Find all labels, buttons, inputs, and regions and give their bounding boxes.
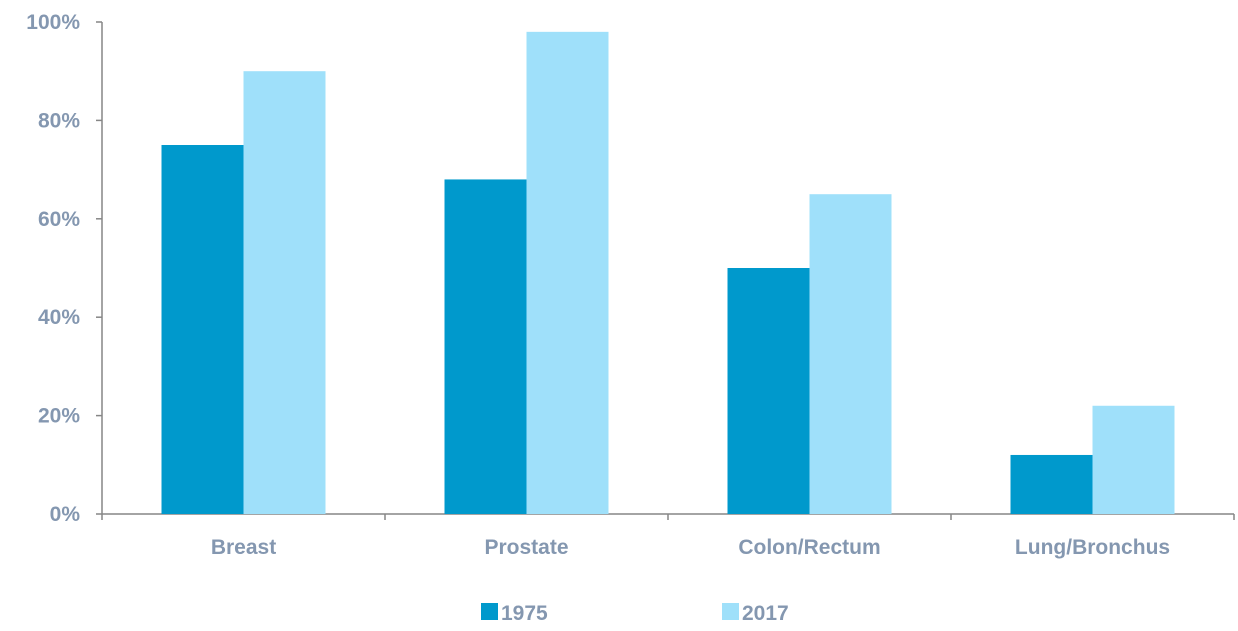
bar-2017-breast — [243, 71, 326, 514]
legend-swatch — [722, 603, 739, 620]
x-category-label: Breast — [211, 536, 276, 559]
y-axis: 0% 20% 40% 60% 80% 100% — [26, 11, 103, 526]
legend-swatch — [481, 603, 498, 620]
bar-1975-breast — [161, 145, 244, 514]
y-tick-label: 20% — [38, 405, 80, 428]
x-category-label: Lung/Bronchus — [1015, 536, 1170, 559]
bar-1975-prostate — [444, 179, 527, 514]
x-category-label: Prostate — [484, 536, 568, 559]
bar-2017-prostate — [526, 31, 609, 515]
y-tick-label: 80% — [38, 109, 80, 132]
legend-label: 1975 — [501, 602, 548, 625]
y-tick-label: 40% — [38, 306, 80, 329]
x-category-label: Colon/Rectum — [738, 536, 880, 559]
y-tick-label: 0% — [50, 503, 81, 526]
y-tick-label: 100% — [26, 11, 80, 34]
bars — [161, 31, 1175, 515]
x-axis: Breast Prostate Colon/Rectum Lung/Bronchus — [101, 513, 1235, 559]
bar-2017-colon-rectum — [809, 194, 892, 514]
y-tick-label: 60% — [38, 208, 80, 231]
bar-2017-lung-bronchus — [1092, 405, 1175, 514]
bar-1975-colon-rectum — [727, 268, 810, 514]
legend: 1975 2017 — [481, 602, 789, 625]
legend-label: 2017 — [742, 602, 789, 625]
bar-1975-lung-bronchus — [1010, 454, 1093, 514]
